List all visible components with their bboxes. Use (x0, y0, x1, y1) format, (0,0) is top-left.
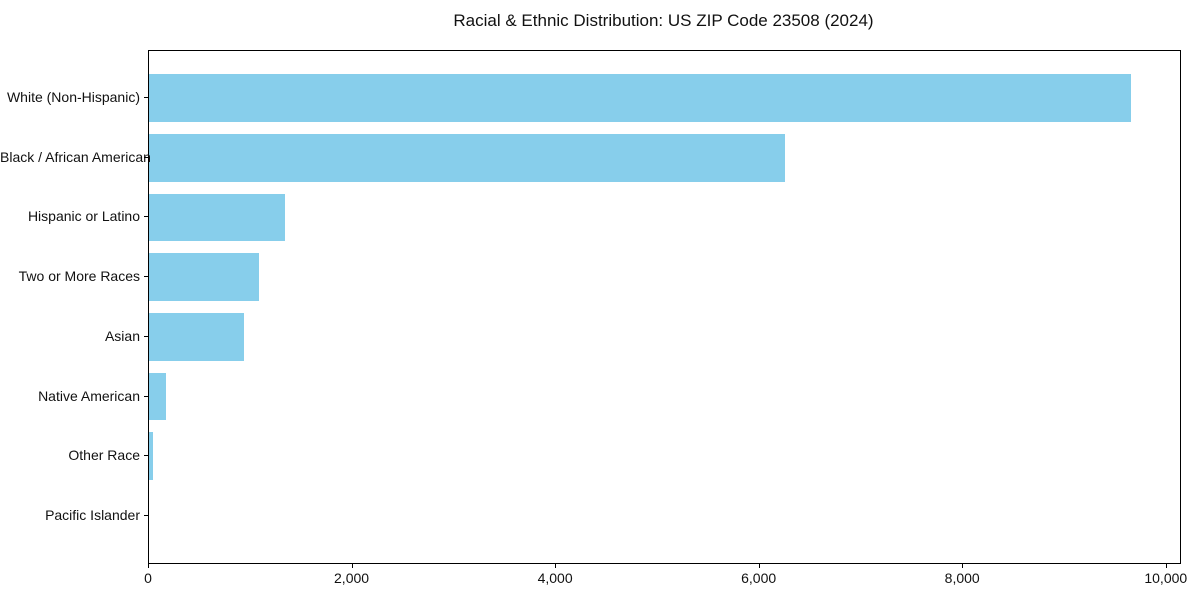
x-tick-label-8000: 8,000 (944, 570, 980, 586)
x-tick-mark (1165, 564, 1167, 568)
y-tick-label-two-or-more-races: Two or More Races (18, 268, 140, 285)
y-tick-mark (144, 335, 148, 337)
x-tick-label-0: 0 (144, 570, 152, 586)
x-tick-label-6000: 6,000 (741, 570, 777, 586)
y-tick-label-black-african-american: Black / African American (0, 148, 151, 165)
x-tick-mark (962, 564, 964, 568)
y-tick-label-white-non-hispanic: White (Non-Hispanic) (6, 89, 140, 106)
y-tick-mark (144, 97, 148, 99)
bar-white-non-hispanic (149, 74, 1132, 122)
x-tick-mark (758, 564, 760, 568)
y-tick-label-hispanic-or-latino: Hispanic or Latino (27, 208, 140, 225)
x-tick-mark (555, 564, 557, 568)
plot-area (148, 50, 1181, 564)
y-tick-mark (144, 514, 148, 516)
x-tick-mark (148, 564, 149, 568)
y-tick-mark (144, 455, 148, 457)
chart-title: Racial & Ethnic Distribution: US ZIP Cod… (453, 11, 874, 30)
bar-other-race (149, 432, 154, 481)
x-tick-mark (351, 564, 353, 568)
bar-native-american (149, 372, 167, 421)
x-tick-label-10000: 10,000 (1144, 570, 1188, 586)
y-tick-label-asian: Asian (104, 327, 140, 344)
y-tick-label-other-race: Other Race (68, 447, 140, 464)
y-tick-mark (144, 276, 148, 278)
bar-hispanic-or-latino (149, 193, 286, 242)
y-tick-mark (144, 156, 148, 158)
y-tick-mark (144, 216, 148, 218)
x-tick-label-2000: 2,000 (334, 570, 370, 586)
y-tick-mark (144, 395, 148, 397)
bar-two-or-more-races (149, 253, 259, 302)
bar-asian (149, 312, 244, 361)
bar-black-african-american (149, 133, 786, 182)
y-tick-label-native-american: Native American (38, 387, 140, 404)
x-tick-label-4000: 4,000 (537, 570, 573, 586)
y-tick-label-pacific-islander: Pacific Islander (45, 506, 140, 523)
